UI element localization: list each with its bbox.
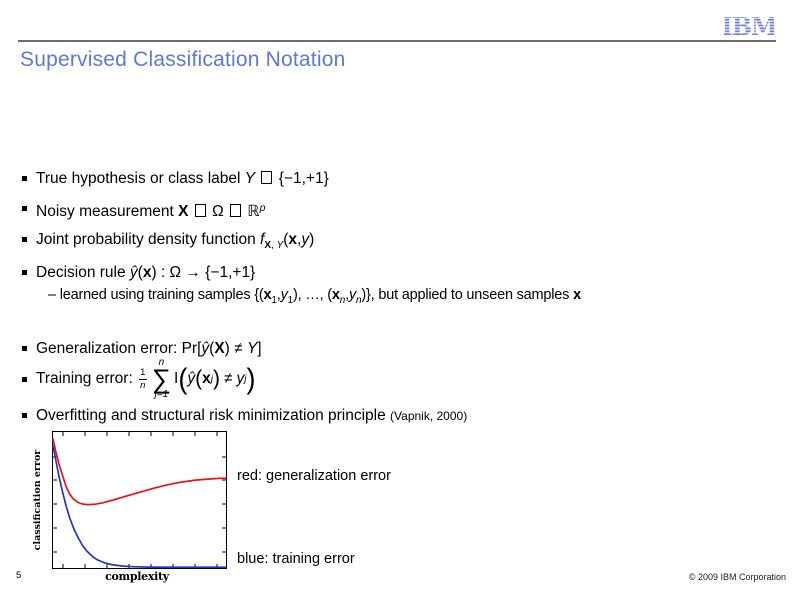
bullet-text: True hypothesis or class label Y {−1,+1} — [36, 170, 329, 187]
subscript-j: j — [244, 373, 247, 385]
copyright-notice: © 2009 IBM Corporation — [688, 572, 786, 582]
bullet-icon — [22, 376, 27, 382]
error-chart — [52, 431, 227, 569]
sigma-symbol: ∑ — [151, 363, 172, 394]
bullet-icon — [22, 206, 27, 211]
bullet-text: Overfitting and structural risk minimiza… — [36, 407, 468, 424]
y-hat: ŷ — [187, 370, 196, 387]
legend-generalization-error: red: generalization error — [237, 468, 391, 484]
bullet-icon — [22, 346, 27, 351]
fraction-denominator: n — [140, 379, 146, 391]
bullet-overfitting: Overfitting and structural risk minimiza… — [22, 406, 468, 426]
fraction-bar — [138, 378, 147, 380]
summation-upper-limit: n — [158, 356, 165, 368]
not-equal-sign: ≠ — [223, 370, 233, 387]
training-error-label: Training error: — [36, 370, 133, 387]
bullet-class-label: True hypothesis or class label Y {−1,+1} — [22, 169, 329, 188]
bullet-training-error: Training error: 1 n n ∑ j=1 I ( ŷ ( x j … — [22, 351, 255, 407]
bullet-joint-pdf: Joint probability density function fX, Y… — [22, 230, 315, 255]
bullet-icon — [22, 237, 27, 242]
subscript-j: j — [210, 373, 213, 385]
ibm-logo: IBM — [721, 12, 778, 45]
summation-lower-limit: j=1 — [154, 389, 169, 401]
bullet-text: Joint probability density function fX, Y… — [36, 231, 315, 251]
bullet-text: Generalization error: Pr[ŷ(X) ≠ Y] — [36, 340, 262, 357]
fraction-one-over-n: 1 n — [138, 367, 147, 391]
bullet-decision-rule: Decision rule ŷ(x) : Ω → {−1,+1} — [22, 263, 256, 282]
bullet-icon — [22, 413, 27, 418]
slide-title: Supervised Classification Notation — [20, 48, 346, 71]
ibm-logo-text: IBM — [724, 13, 774, 40]
chart-x-axis-label: complexity — [105, 570, 169, 583]
chart-y-axis-label: classification error — [32, 449, 43, 551]
summation: n ∑ j=1 — [151, 356, 172, 401]
legend-training-error: blue: training error — [237, 551, 355, 567]
y-italic: y — [236, 370, 245, 387]
bullet-icon — [22, 270, 27, 275]
fraction-numerator: 1 — [140, 367, 146, 378]
subbullet-training-samples: – learned using training samples {(x1,y1… — [48, 286, 581, 310]
bullet-icon — [22, 176, 27, 181]
bullet-text: Decision rule ŷ(x) : Ω → {−1,+1} — [36, 264, 256, 281]
error-chart-svg — [52, 431, 227, 569]
x-bold: x — [202, 370, 211, 387]
bullet-text: Noisy measurement X Ω ℝp — [36, 202, 266, 220]
header-divider — [18, 40, 776, 42]
subbullet-text: – learned using training samples {(x1,y1… — [48, 287, 581, 306]
page-number: 5 — [16, 570, 22, 581]
bullet-noisy-measurement: Noisy measurement X Ω ℝp — [22, 199, 266, 221]
indicator-function: I — [174, 370, 179, 387]
bullet-generalization-error: Generalization error: Pr[ŷ(X) ≠ Y] — [22, 339, 262, 358]
